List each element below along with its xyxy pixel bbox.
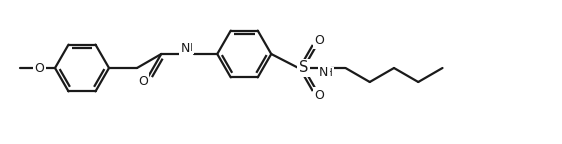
Text: H: H: [185, 43, 193, 53]
Text: N: N: [180, 41, 190, 54]
Text: H: H: [325, 68, 333, 78]
Text: O: O: [138, 75, 148, 88]
Text: S: S: [299, 60, 308, 75]
Text: O: O: [315, 34, 324, 47]
Text: O: O: [315, 89, 324, 102]
Text: N: N: [319, 67, 329, 79]
Text: O: O: [35, 61, 44, 74]
